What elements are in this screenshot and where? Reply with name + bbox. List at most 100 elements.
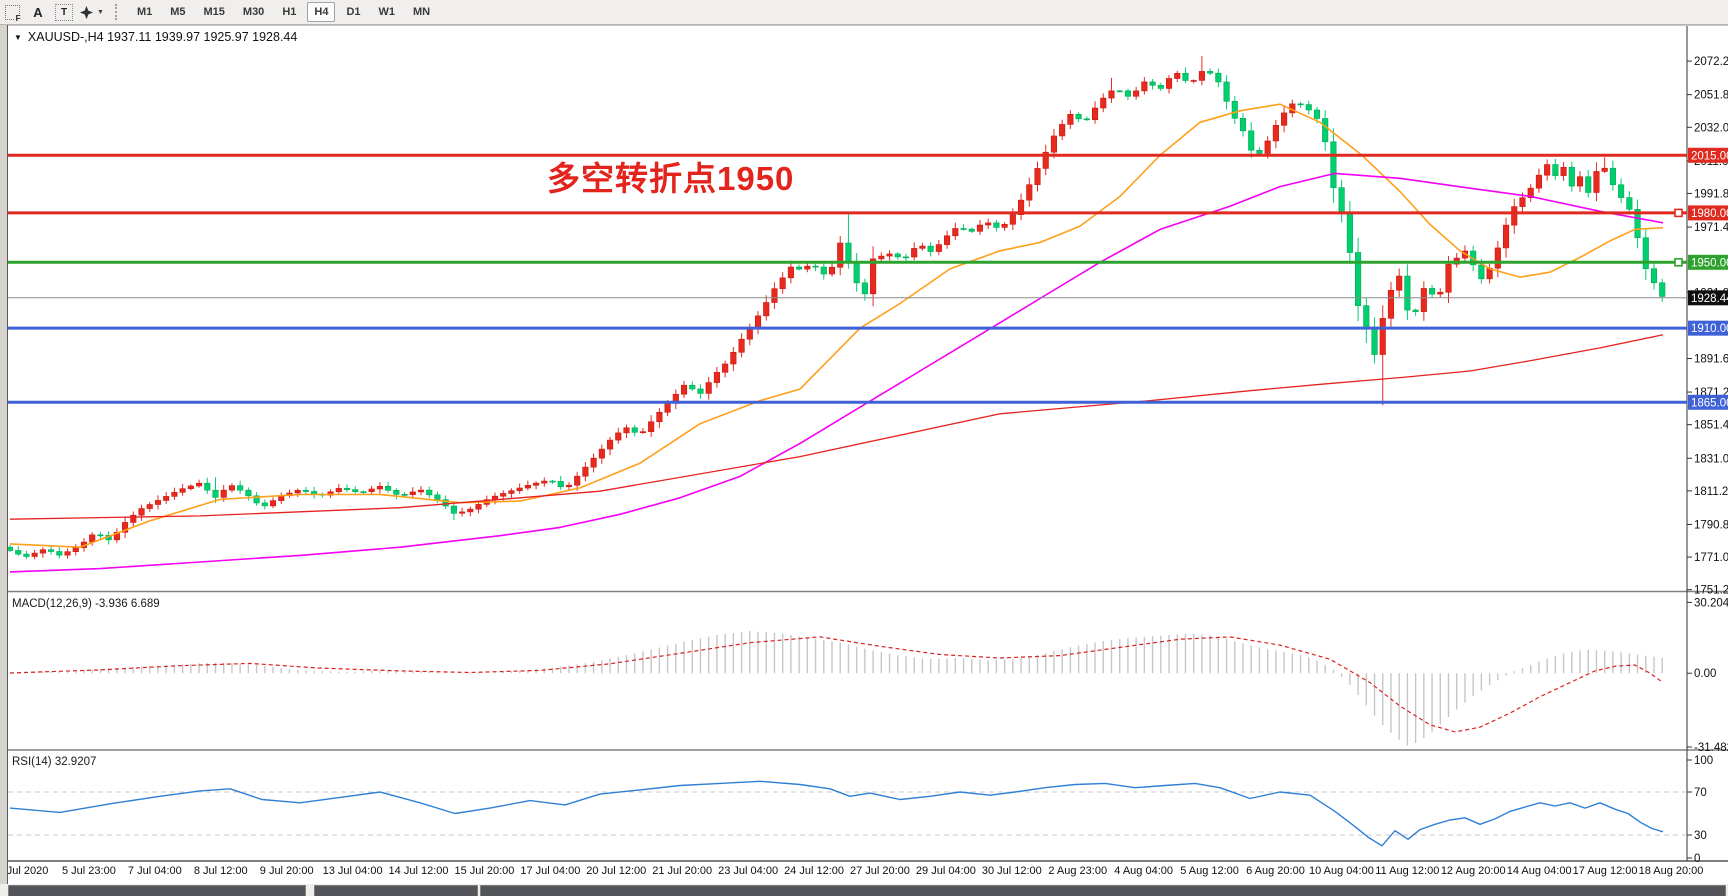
- candle-up: [500, 493, 507, 497]
- current-price-badge-text: 1928.44: [1691, 293, 1728, 305]
- t-letter: T: [60, 6, 68, 18]
- candle-up: [738, 338, 745, 353]
- x-axis-label: 27 Jul 20:00: [850, 865, 910, 877]
- candle-up: [763, 302, 770, 317]
- candle-up: [1502, 224, 1510, 249]
- indicator-grid-icon[interactable]: F: [1, 2, 23, 23]
- candle-down: [1157, 85, 1164, 89]
- candle-down: [845, 242, 852, 263]
- candle-up: [623, 427, 630, 434]
- x-axis-label: 14 Jul 12:00: [389, 865, 449, 877]
- candle-down: [689, 384, 696, 390]
- tf-button-m1[interactable]: M1: [136, 6, 153, 18]
- tf-button-d1[interactable]: D1: [346, 6, 361, 18]
- candle-down: [253, 495, 260, 504]
- candle-down: [1346, 213, 1353, 253]
- symbol-bar[interactable]: ▼ XAUUSD-,H4 1937.11 1939.97 1925.97 192…: [14, 30, 297, 44]
- candle-up: [294, 490, 301, 494]
- tf-button-h4-active[interactable]: H4: [307, 2, 336, 22]
- candle-up: [196, 482, 203, 487]
- candle-up: [154, 500, 162, 505]
- chart-annotation-text[interactable]: 多空转折点1950: [547, 160, 795, 197]
- rsi-tick-label: 70: [1694, 787, 1707, 799]
- candle-down: [812, 265, 819, 268]
- candle-up: [1576, 176, 1584, 187]
- x-axis-label: 24 Jul 12:00: [784, 865, 844, 877]
- candle-down: [1552, 164, 1559, 176]
- candle-up: [171, 492, 178, 497]
- text-box-tool-button[interactable]: T: [53, 2, 75, 22]
- candle-down: [1083, 118, 1090, 121]
- tf-button-mn[interactable]: MN: [413, 6, 431, 18]
- candle-down: [796, 266, 803, 270]
- candle-up: [508, 490, 515, 494]
- grid-f-icon: F: [4, 4, 22, 23]
- price-badge-1865.00-text: 1865.00: [1691, 397, 1728, 409]
- price-badge-1910.00: [1688, 320, 1728, 336]
- candle-up: [1264, 140, 1271, 154]
- candle-up: [64, 551, 71, 556]
- rsi-tick-label: 0: [1694, 853, 1700, 865]
- candle-up: [31, 552, 38, 557]
- candle-down: [960, 228, 967, 230]
- candle-up: [730, 351, 737, 365]
- candle-down: [631, 427, 638, 433]
- candle-down: [352, 489, 359, 492]
- hline-handle-1980.00[interactable]: [1674, 208, 1683, 218]
- candle-up: [870, 258, 877, 295]
- candle-down: [1412, 309, 1419, 312]
- rsi-indicator-label: RSI(14) 32.9207: [12, 756, 97, 768]
- a-icon: A: [33, 4, 43, 20]
- grid-f-letter: F: [14, 13, 22, 23]
- toolbar-grip[interactable]: [114, 4, 121, 20]
- macd-indicator-label: MACD(12,26,9) -3.936 6.689: [12, 598, 160, 610]
- candle-up: [467, 508, 474, 513]
- candle-up: [524, 485, 531, 489]
- candle-down: [1182, 72, 1189, 81]
- expand-triangle-icon[interactable]: ▼: [14, 32, 22, 42]
- candle-up: [754, 315, 762, 329]
- symbol-ohlc-text: XAUUSD-,H4 1937.11 1939.97 1925.97 1928.…: [27, 30, 298, 44]
- candle-down: [442, 499, 449, 507]
- text-label-tool-button[interactable]: A: [27, 2, 49, 22]
- candle-up: [475, 504, 482, 510]
- tf-button-m30[interactable]: M30: [242, 6, 265, 18]
- candle-up: [220, 489, 227, 498]
- candle-down: [237, 485, 244, 491]
- candle-down: [549, 480, 556, 483]
- price-badge-1950.00: [1688, 254, 1728, 270]
- candle-down: [1330, 141, 1337, 188]
- candle-up: [138, 508, 145, 516]
- tf-button-w1[interactable]: W1: [378, 6, 396, 18]
- candle-up: [1190, 80, 1197, 82]
- candle-down: [302, 490, 309, 492]
- candle-up: [1535, 174, 1542, 189]
- candle-up: [779, 277, 786, 290]
- status-bar-segment-2: [314, 885, 478, 896]
- x-axis-label: 30 Jul 12:00: [982, 865, 1042, 877]
- x-axis-label: 17 Jul 04:00: [520, 865, 580, 877]
- hline-handle-1950.00[interactable]: [1674, 258, 1683, 267]
- chevron-down-icon[interactable]: ▼: [97, 8, 104, 16]
- tf-button-m5[interactable]: M5: [170, 6, 186, 18]
- candle-down: [1371, 327, 1378, 355]
- arrows-tool-button[interactable]: ▼: [79, 2, 104, 22]
- candle-down: [1248, 130, 1255, 151]
- candle-up: [1165, 78, 1173, 89]
- candle-up: [1133, 90, 1140, 97]
- candle-down: [261, 502, 268, 507]
- candle-up: [533, 482, 540, 486]
- macd-tick-label: 0.00: [1694, 668, 1716, 680]
- x-axis-label: 18 Aug 20:00: [1639, 865, 1704, 877]
- x-axis-label: 20 Jul 12:00: [586, 865, 646, 877]
- tf-button-m15[interactable]: M15: [203, 6, 225, 18]
- candle-down: [1239, 118, 1247, 132]
- price-badge-1910.00-text: 1910.00: [1691, 323, 1728, 335]
- candle-up: [574, 475, 581, 486]
- x-axis-label: 23 Jul 04:00: [718, 865, 778, 877]
- candle-up: [1601, 167, 1608, 172]
- candle-up: [607, 439, 614, 450]
- tf-button-h1[interactable]: H1: [282, 6, 297, 18]
